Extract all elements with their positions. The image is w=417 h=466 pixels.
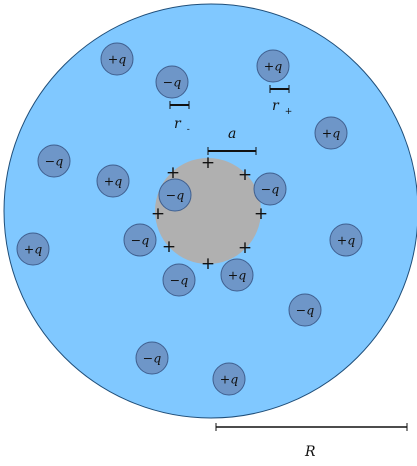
ion-charge-label: −q [163, 75, 181, 90]
ion-charge-label: −q [45, 154, 63, 169]
surface-charge: + [238, 238, 252, 258]
surface-charge: + [238, 165, 252, 185]
ion-charge-label: −q [261, 182, 279, 197]
negative-ion: −q [124, 224, 156, 256]
negative-ion: −q [136, 342, 168, 374]
surface-charge: + [151, 204, 165, 224]
surface-charge: + [201, 254, 215, 274]
positive-ion: +q [213, 363, 245, 395]
negative-ion: −q [254, 173, 286, 205]
r-plus-sub: + [285, 107, 293, 117]
positive-ion: +q [221, 259, 253, 291]
positive-ion: +q [17, 233, 49, 265]
radius-R-label: R [304, 444, 316, 460]
ion-charge-label: −q [296, 303, 314, 318]
ion-charge-label: +q [108, 52, 126, 67]
ion-charge-label: +q [337, 233, 355, 248]
ion-charge-label: −q [131, 233, 149, 248]
r-plus-base: r [272, 98, 280, 114]
positive-ion: +q [257, 50, 289, 82]
surface-charge: + [162, 237, 176, 257]
surface-charge: + [201, 153, 215, 173]
ion-charge-label: −q [143, 351, 161, 366]
ion-charge-label: +q [228, 268, 246, 283]
negative-ion: −q [163, 264, 195, 296]
positive-ion: +q [315, 117, 347, 149]
r-minus-base: r [174, 116, 182, 132]
positive-ion: +q [101, 43, 133, 75]
radius-a-label: a [228, 126, 236, 142]
ion-charge-label: +q [24, 242, 42, 257]
surface-charge: + [254, 204, 268, 224]
ion-charge-label: −q [170, 273, 188, 288]
r-minus-sub: - [187, 125, 190, 135]
ion-charge-label: +q [264, 59, 282, 74]
ion-charge-label: −q [166, 188, 184, 203]
positive-ion: +q [97, 165, 129, 197]
negative-ion: −q [289, 294, 321, 326]
ion-charge-label: +q [322, 126, 340, 141]
negative-ion: −q [159, 179, 191, 211]
negative-ion: −q [156, 66, 188, 98]
ion-charge-label: +q [104, 174, 122, 189]
radius-R-marker: R [216, 423, 407, 460]
positive-ion: +q [330, 224, 362, 256]
negative-ion: −q [38, 145, 70, 177]
ion-charge-label: +q [220, 372, 238, 387]
